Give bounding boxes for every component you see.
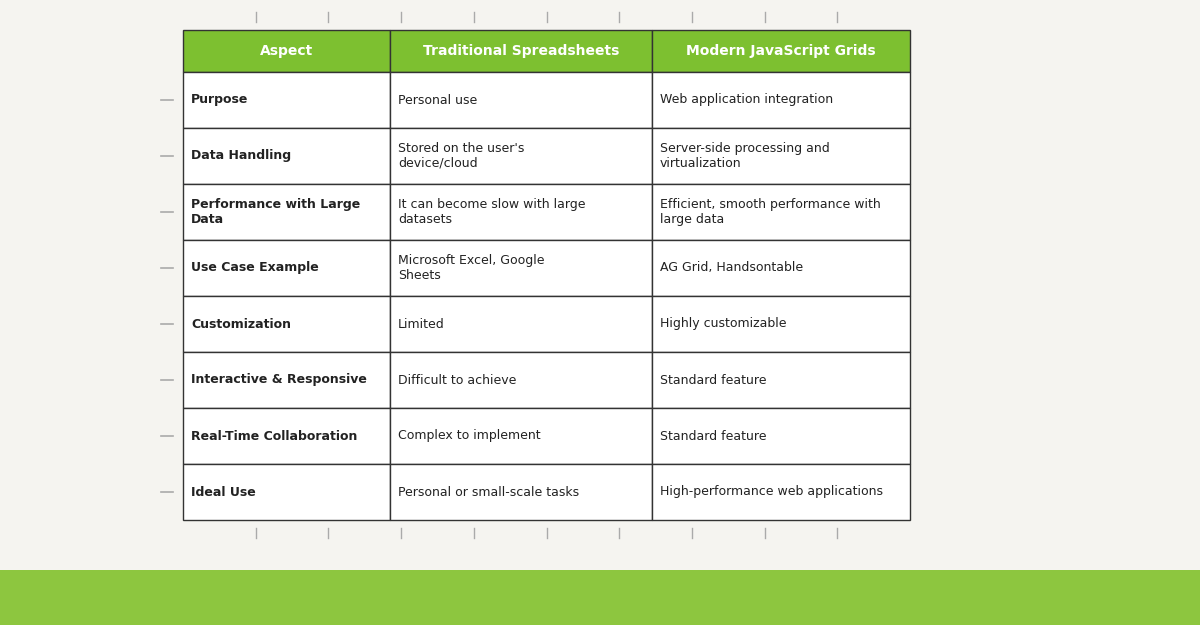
Bar	[182, 240, 390, 296]
Bar	[390, 464, 652, 520]
Text: High-performance web applications: High-performance web applications	[660, 486, 883, 499]
Text: Traditional Spreadsheets: Traditional Spreadsheets	[422, 44, 619, 58]
Text: Modern JavaScript Grids: Modern JavaScript Grids	[686, 44, 876, 58]
Text: AG Grid, Handsontable: AG Grid, Handsontable	[660, 261, 803, 274]
Text: Customization: Customization	[191, 318, 292, 331]
Bar	[652, 128, 910, 184]
Bar	[390, 352, 652, 408]
Text: Standard feature: Standard feature	[660, 429, 767, 442]
Text: Data Handling: Data Handling	[191, 149, 292, 162]
Text: Efficient, smooth performance with
large data: Efficient, smooth performance with large…	[660, 198, 881, 226]
Bar	[182, 72, 390, 128]
Bar	[390, 30, 652, 72]
Text: Use Case Example: Use Case Example	[191, 261, 319, 274]
Bar	[652, 184, 910, 240]
Bar	[390, 240, 652, 296]
Bar	[390, 408, 652, 464]
Bar	[652, 240, 910, 296]
Text: Web application integration: Web application integration	[660, 94, 833, 106]
Text: Performance with Large
Data: Performance with Large Data	[191, 198, 360, 226]
Bar	[182, 184, 390, 240]
Text: Ideal Use: Ideal Use	[191, 486, 256, 499]
Text: Complex to implement: Complex to implement	[398, 429, 541, 442]
Bar	[182, 352, 390, 408]
Text: Microsoft Excel, Google
Sheets: Microsoft Excel, Google Sheets	[398, 254, 545, 282]
Text: Real-Time Collaboration: Real-Time Collaboration	[191, 429, 358, 442]
Bar	[182, 296, 390, 352]
Bar	[652, 296, 910, 352]
Text: Limited: Limited	[398, 318, 445, 331]
Bar	[182, 30, 390, 72]
Text: Aspect: Aspect	[260, 44, 313, 58]
Bar	[0, 570, 1200, 625]
Bar	[182, 464, 390, 520]
Text: Personal use: Personal use	[398, 94, 478, 106]
Text: Standard feature: Standard feature	[660, 374, 767, 386]
Bar	[390, 296, 652, 352]
Text: Personal or small-scale tasks: Personal or small-scale tasks	[398, 486, 580, 499]
Bar	[182, 408, 390, 464]
Text: Difficult to achieve: Difficult to achieve	[398, 374, 516, 386]
Text: Server-side processing and
virtualization: Server-side processing and virtualizatio…	[660, 142, 829, 170]
Bar	[182, 128, 390, 184]
Bar	[652, 352, 910, 408]
Bar	[390, 184, 652, 240]
Bar	[652, 408, 910, 464]
Text: Interactive & Responsive: Interactive & Responsive	[191, 374, 367, 386]
Bar	[390, 128, 652, 184]
Bar	[390, 72, 652, 128]
Text: It can become slow with large
datasets: It can become slow with large datasets	[398, 198, 586, 226]
Text: Stored on the user's
device/cloud: Stored on the user's device/cloud	[398, 142, 524, 170]
Bar	[652, 30, 910, 72]
Bar	[652, 464, 910, 520]
Text: Purpose: Purpose	[191, 94, 248, 106]
Text: Highly customizable: Highly customizable	[660, 318, 786, 331]
Bar	[652, 72, 910, 128]
